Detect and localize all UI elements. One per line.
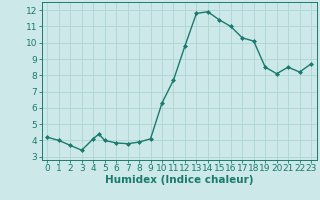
X-axis label: Humidex (Indice chaleur): Humidex (Indice chaleur) — [105, 175, 253, 185]
